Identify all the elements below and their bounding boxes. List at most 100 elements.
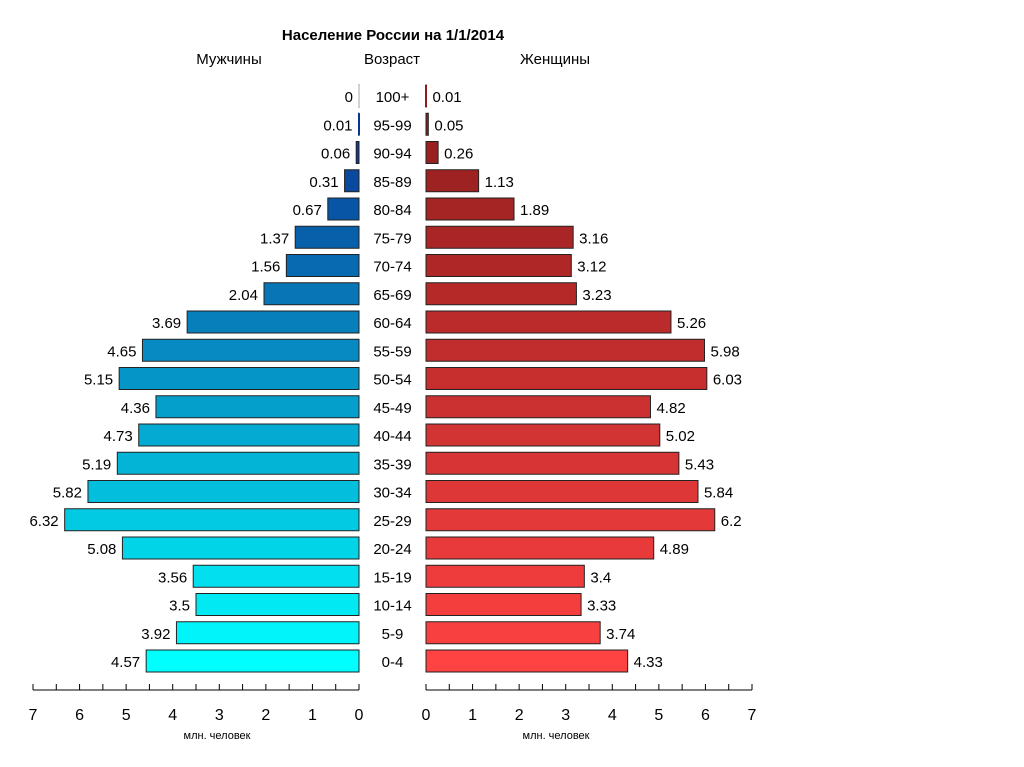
male-value-label: 3.56 <box>158 569 187 586</box>
male-bar <box>355 141 360 164</box>
age-label: 40-44 <box>373 428 411 445</box>
female-bar <box>425 508 716 532</box>
x-tick-label: 3 <box>561 707 570 724</box>
age-label: 90-94 <box>373 146 411 163</box>
male-bar <box>64 508 360 532</box>
age-label: 25-29 <box>373 513 411 530</box>
age-label: 70-74 <box>373 259 411 276</box>
female-value-label: 3.4 <box>590 569 611 586</box>
male-bar <box>116 451 360 475</box>
female-value-label: 5.84 <box>704 485 733 502</box>
male-value-label: 4.73 <box>104 428 133 445</box>
female-bar <box>425 649 629 673</box>
male-bar <box>141 338 360 362</box>
male-value-label: 0.06 <box>321 146 350 163</box>
female-value-label: 0.01 <box>432 89 461 106</box>
age-label: 55-59 <box>373 343 411 360</box>
age-label: 0-4 <box>382 654 404 671</box>
x-tick-label: 4 <box>168 707 177 724</box>
age-label: 75-79 <box>373 230 411 247</box>
male-value-label: 1.37 <box>260 230 289 247</box>
x-tick-label: 1 <box>308 707 317 724</box>
female-bar <box>425 480 699 503</box>
x-axis-label-right: млн. человек <box>523 730 590 742</box>
male-bar <box>294 225 360 249</box>
female-value-label: 5.26 <box>677 315 706 332</box>
female-bar <box>425 169 480 193</box>
female-bar <box>425 310 672 334</box>
female-value-label: 3.16 <box>579 230 608 247</box>
age-label: 5-9 <box>382 626 404 643</box>
male-bar <box>155 395 360 419</box>
age-label: 20-24 <box>373 541 411 558</box>
age-label: 50-54 <box>373 372 411 389</box>
female-value-label: 5.98 <box>710 343 739 360</box>
female-bar <box>425 112 429 136</box>
male-value-label: 3.5 <box>169 598 190 615</box>
female-bar <box>425 621 601 645</box>
male-bar <box>121 536 360 560</box>
age-label: 45-49 <box>373 400 411 417</box>
age-label: 10-14 <box>373 598 411 615</box>
male-value-label: 6.32 <box>29 513 58 530</box>
age-label: 30-34 <box>373 485 411 502</box>
female-value-label: 0.26 <box>444 146 473 163</box>
female-bar <box>425 564 585 588</box>
male-value-label: 2.04 <box>229 287 258 304</box>
male-bar <box>87 480 360 503</box>
male-value-label: 5.82 <box>53 485 82 502</box>
male-value-label: 5.08 <box>87 541 116 558</box>
age-label: 60-64 <box>373 315 411 332</box>
female-bar <box>425 225 574 249</box>
male-value-label: 5.15 <box>84 372 113 389</box>
female-bar <box>425 395 651 419</box>
male-bar <box>195 593 360 616</box>
age-label: 35-39 <box>373 456 411 473</box>
female-value-label: 4.89 <box>660 541 689 558</box>
x-axis-label-left: млн. человек <box>184 730 251 742</box>
female-value-label: 0.05 <box>434 117 463 134</box>
male-value-label: 4.57 <box>111 654 140 671</box>
x-tick-label: 5 <box>122 707 131 724</box>
male-bar <box>285 254 360 277</box>
male-value-label: 4.65 <box>107 343 136 360</box>
male-value-label: 4.36 <box>121 400 150 417</box>
female-bar <box>425 254 572 277</box>
male-bar <box>175 621 360 645</box>
x-tick-label: 6 <box>701 707 710 724</box>
x-tick-label: 6 <box>75 707 84 724</box>
x-tick-label: 1 <box>468 707 477 724</box>
male-value-label: 3.92 <box>141 626 170 643</box>
female-value-label: 1.13 <box>485 174 514 191</box>
x-tick-label: 2 <box>261 707 270 724</box>
female-value-label: 3.12 <box>577 259 606 276</box>
male-value-label: 0.01 <box>323 117 352 134</box>
male-bar <box>118 367 360 390</box>
age-label: 85-89 <box>373 174 411 191</box>
male-bar <box>344 169 360 193</box>
female-value-label: 5.43 <box>685 456 714 473</box>
x-tick-label: 4 <box>608 707 617 724</box>
female-value-label: 3.33 <box>587 598 616 615</box>
female-value-label: 3.23 <box>582 287 611 304</box>
male-value-label: 3.69 <box>152 315 181 332</box>
age-label: 100+ <box>376 89 410 106</box>
male-value-label: 0 <box>345 89 353 106</box>
female-value-label: 3.74 <box>606 626 635 643</box>
female-bar <box>425 423 661 447</box>
female-bar <box>425 282 577 306</box>
male-value-label: 5.19 <box>82 456 111 473</box>
chart-title: Население России на 1/1/2014 <box>282 27 505 44</box>
male-value-label: 0.67 <box>293 202 322 219</box>
female-value-label: 1.89 <box>520 202 549 219</box>
male-value-label: 0.31 <box>309 174 338 191</box>
female-value-label: 6.2 <box>721 513 742 530</box>
male-value-label: 1.56 <box>251 259 280 276</box>
x-tick-label: 7 <box>748 707 757 724</box>
female-value-label: 4.33 <box>634 654 663 671</box>
x-tick-label: 5 <box>654 707 663 724</box>
male-bar <box>192 564 360 588</box>
right-header: Женщины <box>520 51 590 68</box>
x-tick-label: 2 <box>515 707 524 724</box>
